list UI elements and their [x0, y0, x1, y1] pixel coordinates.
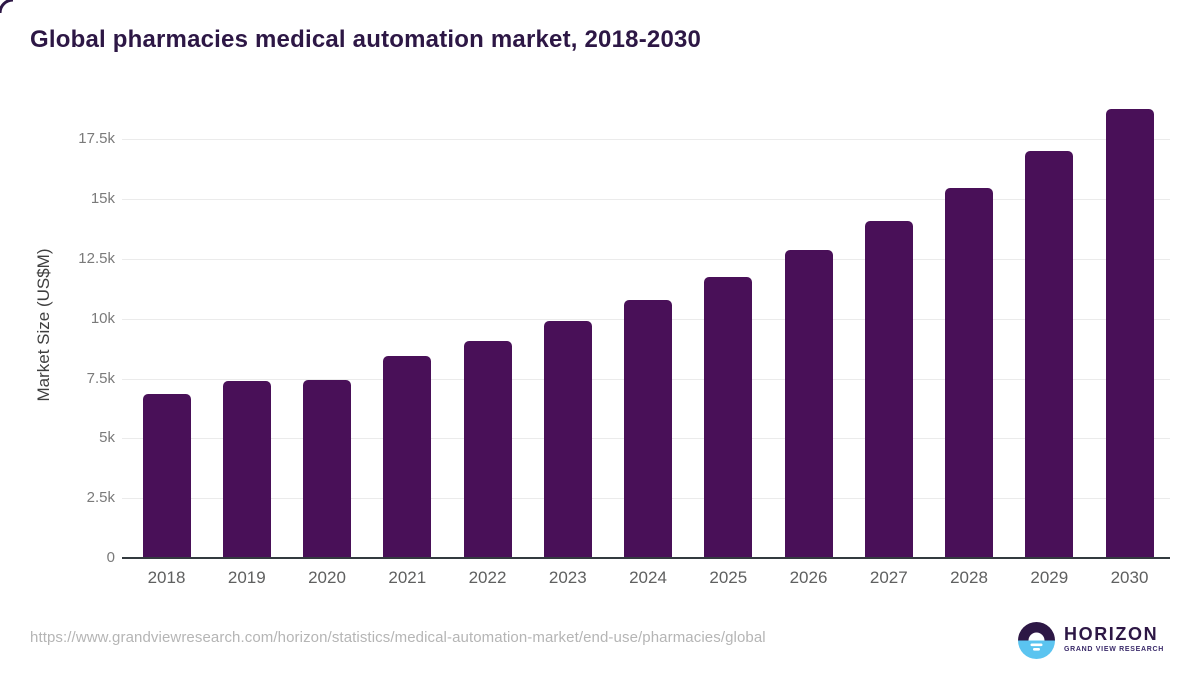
x-tick-label-2028: 2028 — [950, 568, 988, 587]
bar-2018 — [142, 394, 191, 557]
y-tick-label: 2.5k — [86, 489, 115, 507]
gridline — [122, 139, 1170, 141]
y-tick-label: 5k — [99, 429, 115, 447]
bar-2024 — [624, 300, 672, 557]
gridline — [122, 199, 1170, 201]
rounded-corner-decoration — [0, 0, 14, 14]
y-tick-label: 10k — [90, 309, 115, 327]
x-tick-label-2022: 2022 — [468, 568, 507, 587]
x-tick-label-2026: 2026 — [789, 568, 828, 587]
bar-2019 — [222, 381, 271, 557]
y-tick-label: 17.5k — [78, 130, 115, 148]
x-tick-label-2024: 2024 — [629, 568, 667, 587]
x-tick-label-2018: 2018 — [147, 568, 186, 587]
x-tick-label-2027: 2027 — [869, 568, 908, 587]
gridline — [122, 259, 1170, 260]
bar-2020 — [303, 380, 351, 557]
logo-sub-brand: GRAND VIEW RESEARCH — [1064, 646, 1165, 653]
x-tick-label-2020: 2020 — [308, 568, 346, 587]
x-axis-line — [122, 556, 1170, 559]
y-tick-label: 12.5k — [78, 250, 115, 267]
x-tick-label-2025: 2025 — [709, 568, 748, 587]
sun-over-horizon-icon — [1018, 622, 1055, 659]
bar-2028 — [945, 188, 993, 557]
bar-2025 — [704, 276, 753, 557]
bar-2030 — [1105, 108, 1154, 557]
y-tick-label: 0 — [106, 549, 115, 566]
x-tick-label-2021: 2021 — [388, 568, 427, 587]
x-tick-label-2030: 2030 — [1110, 568, 1149, 587]
x-tick-label-2019: 2019 — [227, 568, 266, 587]
y-tick-label: 7.5k — [86, 369, 115, 387]
x-tick-label-2023: 2023 — [548, 568, 587, 587]
bar-2029 — [1025, 150, 1074, 557]
logo-text: HORIZON GRAND VIEW RESEARCH — [1064, 625, 1164, 654]
source-url: https://www.grandviewresearch.com/horizo… — [30, 629, 766, 646]
bar-2021 — [383, 355, 432, 557]
bar-2023 — [543, 321, 592, 557]
logo-brand-name: HORIZON — [1064, 624, 1159, 644]
chart-title: Global pharmacies medical automation mar… — [30, 26, 702, 53]
x-tick-label-2029: 2029 — [1030, 568, 1069, 587]
horizon-logo: HORIZON GRAND VIEW RESEARCH — [1018, 622, 1178, 662]
bar-2027 — [864, 221, 913, 557]
bar-2026 — [784, 250, 833, 557]
y-tick-label: 15k — [90, 190, 115, 208]
bar-2022 — [463, 340, 512, 557]
